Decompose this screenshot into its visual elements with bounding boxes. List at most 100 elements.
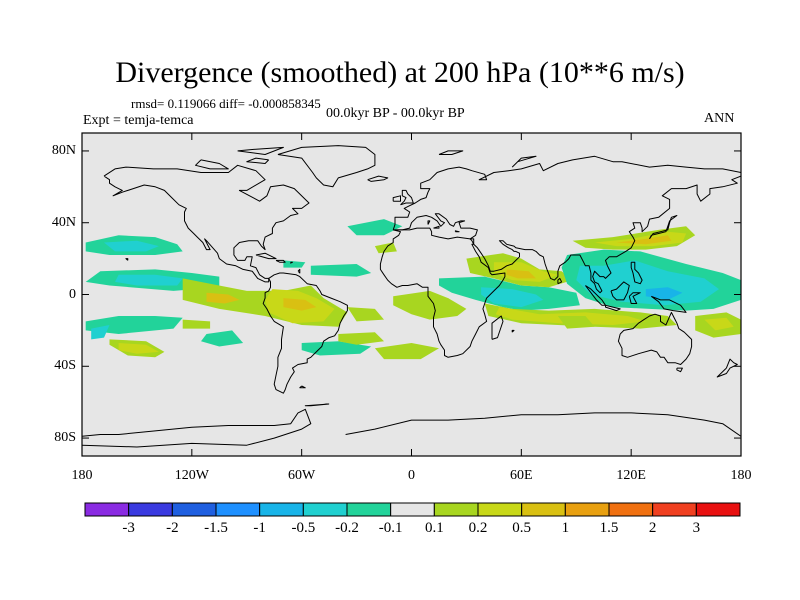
coastline bbox=[297, 268, 301, 274]
coastline bbox=[454, 230, 460, 233]
coastline bbox=[617, 311, 693, 365]
colorbar-swatch bbox=[564, 502, 610, 517]
colorbar-swatch bbox=[521, 502, 566, 517]
colorbar-label: 0.2 bbox=[468, 520, 488, 536]
coastline bbox=[628, 292, 641, 304]
coastline bbox=[649, 215, 678, 240]
shaded-region bbox=[616, 235, 672, 245]
shaded-region bbox=[704, 317, 734, 331]
colorbar bbox=[84, 502, 741, 517]
y-tick-label: 80S bbox=[54, 430, 76, 446]
coastline bbox=[262, 272, 348, 394]
colorbar-label: 0.1 bbox=[424, 520, 444, 536]
plot-title: Divergence (smoothed) at 200 hPa (10**6 … bbox=[115, 56, 685, 89]
coastline bbox=[557, 277, 563, 285]
y-tick-label: 0 bbox=[69, 286, 76, 302]
shaded-region bbox=[91, 325, 110, 340]
colorbar-label: -0.1 bbox=[378, 520, 403, 536]
shaded-region bbox=[283, 260, 306, 268]
coastline bbox=[610, 281, 630, 301]
shaded-region bbox=[393, 290, 467, 320]
y-tick-label: 40S bbox=[54, 358, 76, 374]
shaded-region bbox=[557, 316, 595, 329]
coastline bbox=[304, 403, 330, 407]
x-tick-label: 0 bbox=[408, 468, 415, 483]
coastline bbox=[246, 157, 270, 164]
colorbar-label: -1.5 bbox=[204, 520, 228, 536]
shaded-region bbox=[374, 343, 439, 360]
coastline bbox=[367, 175, 389, 182]
colorbar-label: -1 bbox=[253, 520, 266, 536]
coastline bbox=[676, 367, 683, 373]
colorbar-swatch bbox=[477, 502, 523, 517]
x-tick-label: 120W bbox=[174, 468, 209, 483]
coastline bbox=[290, 261, 293, 264]
coastline bbox=[392, 195, 401, 202]
coastline bbox=[511, 329, 515, 333]
coastline bbox=[275, 259, 286, 263]
shaded-region bbox=[645, 287, 683, 300]
colorbar-swatch bbox=[652, 502, 697, 517]
shaded-region bbox=[206, 292, 240, 304]
stats-text: rmsd= 0.119066 diff= -0.000858345 bbox=[131, 96, 321, 111]
period-label: 00.0kyr BP - 00.0kyr BP bbox=[326, 106, 465, 121]
colorbar-label: 0.5 bbox=[512, 520, 532, 536]
shaded-region bbox=[506, 269, 536, 279]
colorbar-label: 2 bbox=[648, 520, 657, 536]
coastline bbox=[491, 315, 504, 340]
season-label: ANN bbox=[704, 111, 735, 126]
shaded-region bbox=[115, 274, 183, 286]
coastline bbox=[82, 408, 312, 448]
shaded-region bbox=[283, 298, 317, 311]
coastline bbox=[630, 261, 643, 285]
colorbar-swatch bbox=[433, 502, 479, 517]
x-tick-label: 180 bbox=[730, 468, 752, 483]
shaded-region bbox=[481, 287, 544, 308]
x-tick-label: 120E bbox=[616, 468, 646, 483]
coastline bbox=[299, 385, 306, 389]
shaded-region bbox=[182, 319, 211, 329]
colorbar-swatch bbox=[695, 502, 741, 517]
coastline bbox=[345, 412, 741, 437]
colorbar-label: -3 bbox=[122, 520, 135, 536]
y-tick-label: 80N bbox=[51, 142, 76, 158]
coastline bbox=[195, 159, 229, 170]
map-panel bbox=[81, 132, 742, 457]
colorbar-swatch bbox=[171, 502, 217, 517]
coastline bbox=[400, 189, 414, 206]
coastline bbox=[511, 155, 537, 168]
colorbar-swatch bbox=[215, 502, 261, 517]
shaded-region bbox=[347, 219, 403, 236]
coastline bbox=[392, 155, 741, 294]
x-tick-label: 180 bbox=[71, 468, 93, 483]
x-tick-label: 60W bbox=[288, 468, 316, 483]
y-tick-label: 40N bbox=[51, 214, 76, 230]
coastline bbox=[427, 220, 431, 225]
shaded-region bbox=[310, 264, 372, 277]
colorbar-swatch bbox=[390, 502, 435, 517]
coastline bbox=[255, 252, 277, 260]
colorbar-swatch bbox=[608, 502, 654, 517]
shaded-region bbox=[301, 341, 372, 356]
experiment-label: Expt = temja-temca bbox=[83, 113, 194, 128]
colorbar-label: 3 bbox=[692, 520, 701, 536]
coastline bbox=[125, 258, 129, 261]
colorbar-swatch bbox=[84, 502, 130, 517]
coastline bbox=[277, 145, 376, 188]
coastline bbox=[716, 358, 738, 378]
colorbar-swatch bbox=[302, 502, 348, 517]
colorbar-label: -0.2 bbox=[335, 520, 359, 536]
shaded-region bbox=[118, 343, 159, 354]
colorbar-swatch bbox=[128, 502, 173, 517]
coastline bbox=[433, 225, 440, 229]
coastline bbox=[605, 304, 621, 312]
x-tick-label: 60E bbox=[510, 468, 533, 483]
colorbar-label: -0.5 bbox=[291, 520, 316, 536]
coastline bbox=[237, 146, 284, 155]
shaded-region bbox=[338, 332, 384, 345]
colorbar-label: 1.5 bbox=[599, 520, 619, 536]
colorbar-label: -2 bbox=[166, 520, 179, 536]
coastline bbox=[379, 227, 506, 358]
coastline bbox=[103, 164, 310, 283]
